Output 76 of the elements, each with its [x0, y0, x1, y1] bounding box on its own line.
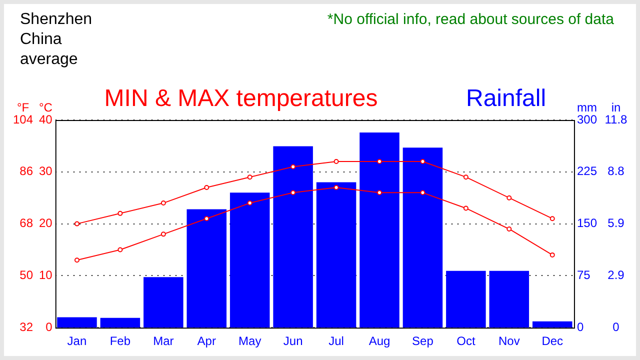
x-tick-label: May: [238, 334, 262, 348]
y3-tick-label: 50: [20, 268, 34, 282]
point: [204, 216, 210, 222]
bar: [316, 182, 356, 328]
point: [377, 159, 382, 164]
point: [377, 190, 382, 196]
series-label: Rainfall: [466, 85, 546, 112]
point: [118, 247, 123, 252]
y2-tick-label: 75: [576, 268, 591, 282]
bar: [273, 146, 313, 328]
point: [463, 174, 468, 180]
x-tick-label: Aug: [368, 334, 390, 348]
bar: [57, 317, 97, 328]
y2-tick-label: 0: [576, 320, 584, 334]
text: Shenzhen China average: [20, 11, 92, 68]
x-tick-label: Apr: [197, 334, 216, 348]
point: [550, 216, 555, 222]
text: 8.8: [608, 164, 625, 178]
bar: [186, 209, 227, 328]
y2-tick-label: 300: [576, 112, 598, 126]
point: [420, 190, 426, 196]
y-tick-label: 30: [39, 164, 53, 178]
y-tick-label: 20: [39, 216, 53, 230]
point: [550, 252, 555, 258]
point: [160, 232, 166, 237]
point: [506, 226, 512, 232]
point: [247, 174, 252, 180]
x-tick-label: Mar: [153, 334, 174, 348]
x-tick-label: Sep: [412, 334, 434, 348]
text: 0: [612, 320, 620, 334]
bar: [360, 132, 400, 328]
point: [74, 221, 80, 226]
bar: [446, 270, 486, 328]
text: 2.9: [608, 268, 625, 282]
y-axis-title: °C: [38, 100, 53, 114]
y-tick-label: 10: [39, 268, 53, 282]
text: in: [611, 100, 621, 114]
point: [204, 184, 210, 190]
bar: [489, 270, 530, 328]
y2-axis-title: mm: [576, 100, 597, 114]
y3-tick-label: 68: [20, 216, 34, 230]
y3-tick-label: 104: [12, 112, 34, 126]
x-tick-label: Jul: [328, 334, 344, 348]
point: [506, 195, 512, 200]
y2-tick-label: 225: [576, 164, 598, 178]
point: [118, 210, 123, 216]
y-tick-label: 40: [39, 112, 53, 126]
bar: [144, 277, 184, 328]
x-tick-label: Jan: [67, 334, 87, 348]
x-tick-label: Oct: [456, 334, 476, 348]
x-tick-label: Jun: [283, 334, 303, 348]
bar: [100, 318, 140, 328]
y3-axis-title: °F: [16, 100, 30, 114]
bar: [532, 321, 572, 328]
point: [420, 159, 426, 164]
point: [74, 258, 80, 263]
x-tick-label: Feb: [110, 334, 131, 348]
x-tick-label: Dec: [542, 334, 564, 348]
point: [160, 200, 166, 206]
point: [290, 164, 296, 170]
point: [290, 190, 296, 196]
bar: [402, 148, 443, 328]
y2-tick-label: 150: [576, 216, 598, 230]
point: [334, 159, 339, 164]
point: [463, 206, 468, 211]
chart-title: MIN & MAX temperatures: [104, 85, 378, 112]
text: *No official info, read about sources of data: [327, 11, 615, 28]
y3-tick-label: 86: [20, 164, 34, 178]
y-tick-label: 0: [46, 320, 53, 334]
point: [334, 184, 339, 190]
text: 5.9: [608, 216, 625, 230]
text: 11.8: [604, 112, 628, 126]
x-tick-label: Nov: [498, 334, 520, 348]
point: [247, 200, 252, 206]
y3-tick-label: 32: [20, 320, 34, 334]
bar: [230, 192, 270, 328]
